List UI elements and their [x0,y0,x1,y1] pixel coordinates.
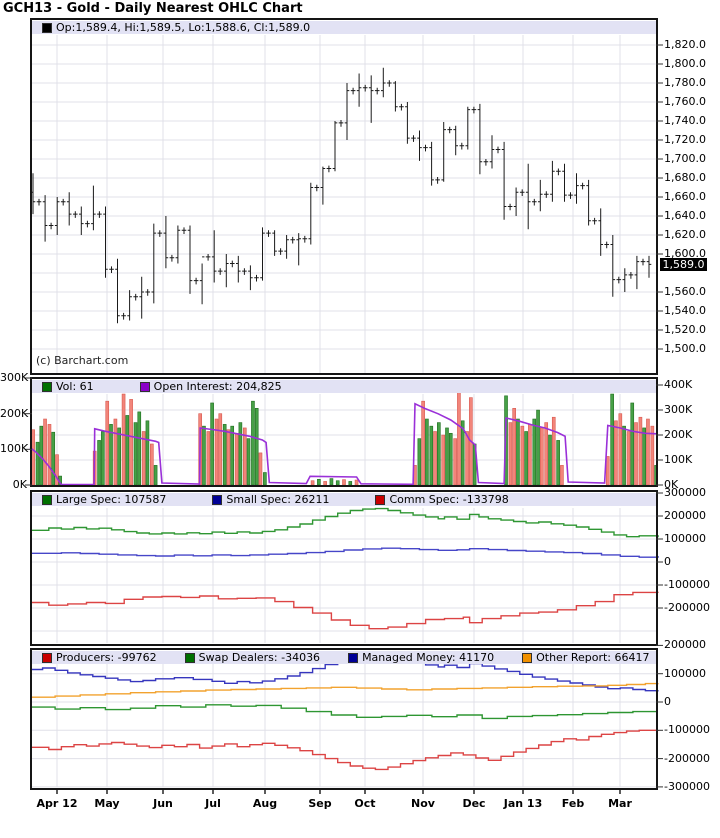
last-price-badge: 1,589.0 [660,257,707,271]
ohlc-bars [30,67,652,324]
x-axis-label: Jan 13 [503,797,543,810]
x-axis-label: Apr 12 [36,797,78,810]
price-axis-label: 1,680.0 [664,171,706,184]
price-axis-label: 1,820.0 [664,38,706,51]
swap-dealers-swatch-icon [184,652,195,663]
comm-spec-legend-label: Comm Spec: -133798 [389,493,509,506]
volume-left-axis-label: 200K [0,406,29,420]
volume-right-axis-label: 100K [664,453,693,466]
price-axis-label: 1,640.0 [664,209,706,222]
chart-title: GCH13 - Gold - Daily Nearest OHLC Chart [3,1,303,16]
managed-money-legend-label: Managed Money: 41170 [362,651,495,664]
legend-item-other-report: Other Report: 66417 [522,651,650,664]
spec-axis-label: 100000 [664,532,706,545]
volume-right-axis-label: 400K [664,378,693,391]
volume-left-axis-label: 100K [0,442,29,456]
open-interest-swatch-icon [139,381,150,392]
price-axis-label: 1,720.0 [664,133,706,146]
x-axis-label: Sep [308,797,332,810]
other-report-legend-label: Other Report: 66417 [536,651,650,664]
small-spec-legend-label: Small Spec: 26211 [226,493,330,506]
volume-legend-label: Vol: 61 [56,380,94,393]
disagg-axis-label: -100000 [664,723,710,737]
legend-item-swap-dealers: Swap Dealers: -34036 [184,651,321,664]
legend-item-ohlc: Op:1,589.4, Hi:1,589.5, Lo:1,588.6, Cl:1… [42,21,310,34]
spec-legend-bar: Large Spec: 107587 Small Spec: 26211 Com… [32,493,656,506]
producers-legend-label: Producers: -99762 [56,651,157,664]
price-axis-label: 1,520.0 [664,323,706,336]
disagg-axis-label: 200000 [664,638,706,652]
ohlc-swatch-icon [42,22,52,33]
small-spec-swatch-icon [212,494,223,505]
x-axis-label: Mar [608,797,632,810]
price-axis-label: 1,560.0 [664,285,706,298]
price-axis-label: 1,540.0 [664,304,706,317]
x-axis-label: Jun [153,797,173,810]
volume-left-axis-label: 300K [0,371,29,384]
price-axis-label: 1,620.0 [664,228,706,241]
disagg-lines [30,655,659,771]
x-axis-label: Nov [411,797,435,810]
disagg-axis-label: 100000 [664,666,706,680]
x-axis-label: Oct [354,797,376,810]
legend-item-managed-money: Managed Money: 41170 [348,651,494,664]
x-axis-label: Jul [205,797,221,810]
spec-axis-label: 300000 [664,486,706,499]
spec-axis-label: 200000 [664,509,706,522]
open-interest-line [29,402,659,486]
price-axis-label: 1,780.0 [664,76,706,89]
spec-axis-label: 0 [664,555,671,568]
legend-item-volume: Vol: 61 [42,380,94,393]
volume-right-axis-label: 300K [664,403,693,416]
legend-item-large-spec: Large Spec: 107587 [42,493,166,506]
volume-bars [31,390,658,486]
axis-ticks [25,44,663,794]
volume-legend-bar: Vol: 61 Open Interest: 204,825 [32,380,656,393]
x-axis-label: Dec [462,797,486,810]
legend-item-open-interest: Open Interest: 204,825 [139,380,282,393]
gridlines [32,35,656,788]
price-axis-label: 1,600.0 [664,247,706,260]
disagg-axis-label: -200000 [664,751,710,765]
price-axis-label: 1,760.0 [664,95,706,108]
legend-item-small-spec: Small Spec: 26211 [212,493,329,506]
legend-item-comm-spec: Comm Spec: -133798 [375,493,509,506]
producers-swatch-icon [42,652,52,663]
disagg-legend-bar: Producers: -99762 Swap Dealers: -34036 M… [32,651,656,664]
price-axis-label: 1,740.0 [664,114,706,127]
managed-money-swatch-icon [348,652,359,663]
price-axis-label: 1,660.0 [664,190,706,203]
disagg-axis-label: 0 [664,695,671,708]
price-axis-label: 1,800.0 [664,57,706,70]
spec-axis-label: -200000 [664,601,710,614]
open-interest-legend-label: Open Interest: 204,825 [153,380,282,393]
disagg-axis-label: -300000 [664,779,710,793]
barchart-watermark: (c) Barchart.com [36,354,129,367]
spec-lines [30,507,659,630]
volume-left-axis-label: 0K [12,478,27,491]
price-axis-label: 1,700.0 [664,152,706,165]
legend-item-producers: Producers: -99762 [42,651,157,664]
x-axis-label: Feb [561,797,585,810]
spec-axis-label: -100000 [664,578,710,591]
volume-right-axis-label: 200K [664,428,693,441]
volume-swatch-icon [42,381,52,392]
large-spec-swatch-icon [42,494,52,505]
swap-dealers-legend-label: Swap Dealers: -34036 [198,651,321,664]
x-axis-label: May [94,797,120,810]
volume-right-axis-label: 0K [664,478,679,491]
large-spec-legend-label: Large Spec: 107587 [56,493,167,506]
other-report-swatch-icon [522,652,533,663]
x-axis-label: Aug [252,797,278,810]
price-axis-label: 1,500.0 [664,342,706,355]
ohlc-legend-label: Op:1,589.4, Hi:1,589.5, Lo:1,588.6, Cl:1… [56,21,311,34]
price-legend-bar: Op:1,589.4, Hi:1,589.5, Lo:1,588.6, Cl:1… [32,21,656,34]
comm-spec-swatch-icon [375,494,386,505]
